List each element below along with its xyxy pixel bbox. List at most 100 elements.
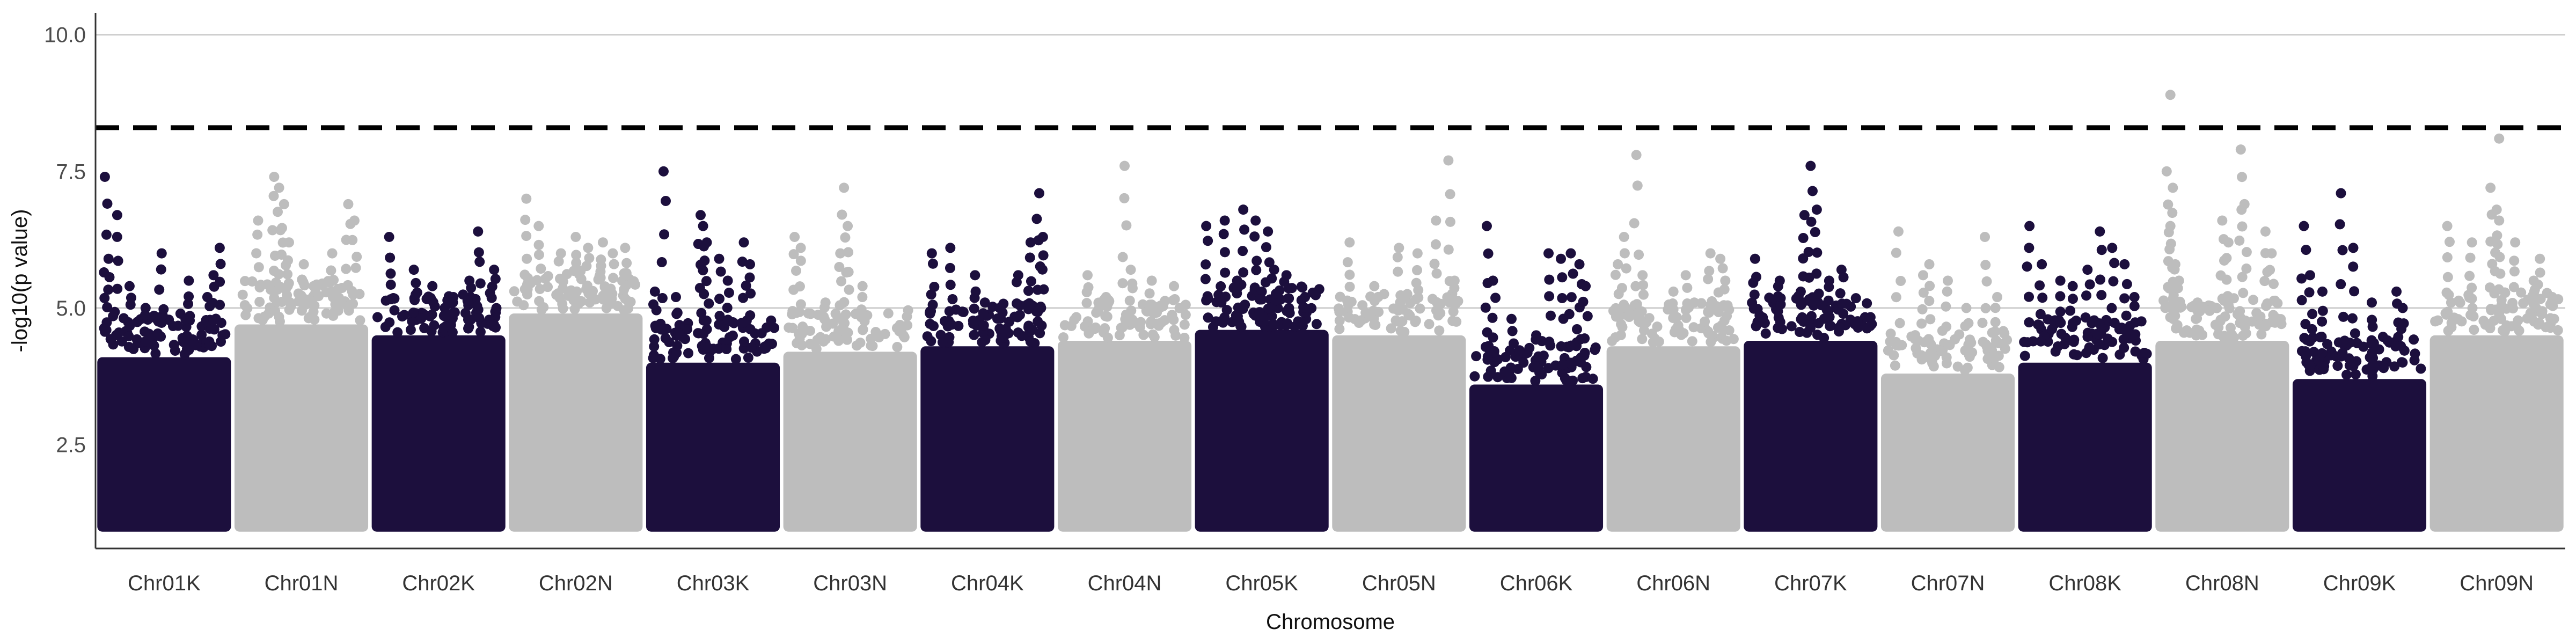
point [945,243,956,253]
point [533,221,544,231]
point [2130,329,2141,340]
point [1703,328,1714,339]
point [2349,286,2360,297]
point [2237,172,2248,182]
point [267,225,278,236]
point [1488,332,1498,343]
point [447,327,458,338]
point [1990,326,2001,337]
point [1823,305,1834,316]
point [788,249,799,260]
point [2464,270,2475,281]
point [596,254,606,265]
point [555,273,566,284]
point [385,279,396,290]
point [1203,236,1213,246]
point [1635,314,1646,325]
point [843,267,854,277]
point [714,311,725,321]
point [857,281,868,291]
dense-points [783,352,917,532]
point [104,272,115,282]
point [2255,311,2266,322]
point [693,328,704,339]
point [2068,336,2079,347]
point [620,243,631,253]
point [1838,272,1849,283]
point [156,331,166,342]
point [1936,346,1947,357]
point [1489,346,1499,356]
point [208,297,218,308]
point [2081,290,2092,301]
point [2485,282,2496,293]
chromosome-group-chr03k [646,166,780,532]
point [1307,287,1318,298]
point [2055,291,2066,302]
point [2034,320,2045,331]
point [1218,229,1229,239]
point [1125,265,1136,275]
point [1084,328,1094,339]
point [840,309,851,320]
point [1449,275,1460,286]
point [1924,281,1935,291]
point [1990,317,2001,327]
point [744,272,755,283]
point [978,308,989,319]
point [2347,313,2358,324]
point [2337,245,2348,255]
point [1119,160,1130,171]
point [1282,318,1293,329]
point [1999,328,2010,339]
point [298,259,309,269]
point [1127,278,1138,289]
point [2121,279,2132,289]
point [2265,265,2275,275]
point [2296,273,2307,284]
chromosome-group-chr05k [1195,204,1329,532]
point [1514,345,1525,356]
point [922,331,933,342]
point [2096,290,2107,301]
point [170,345,180,356]
point [184,275,194,286]
point [1610,269,1621,280]
point [1721,335,1732,346]
point [698,265,708,276]
axes [94,13,2565,550]
point [2494,252,2505,262]
point [2442,272,2453,282]
point [2121,310,2132,321]
point [1748,303,1759,314]
point [1233,302,1243,313]
point [2485,182,2496,193]
point [1634,250,1644,260]
point [1803,246,1814,257]
point [237,289,248,300]
point [392,327,403,338]
point [427,281,438,291]
point [1481,221,1492,231]
point [105,334,116,345]
point [425,311,435,321]
point [2493,284,2504,295]
point [1169,294,1180,305]
point [702,342,713,353]
y-tick-label: 2.5 [56,434,86,457]
point [2301,351,2311,362]
point [2221,253,2232,264]
point [352,251,362,262]
point [2498,325,2508,336]
point [1760,328,1771,339]
point [1449,283,1460,294]
point [1232,311,1243,321]
point [957,306,968,317]
point [2485,323,2496,334]
point [819,302,830,313]
point [475,326,486,337]
point [1533,363,1544,374]
point [343,199,354,209]
point [2096,245,2107,255]
point [1507,326,1518,336]
